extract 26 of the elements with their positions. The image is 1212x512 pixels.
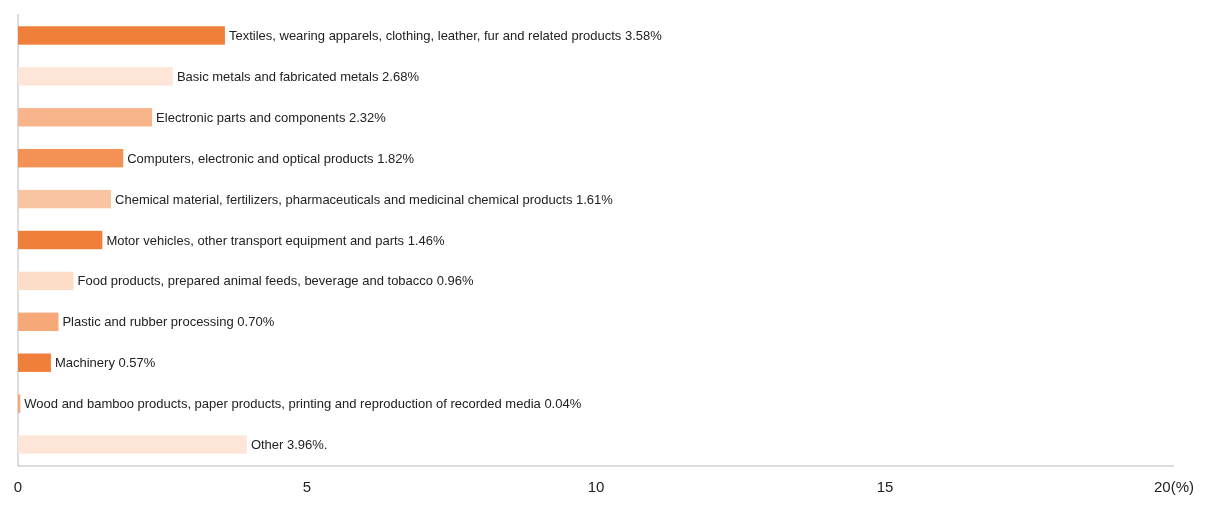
x-tick-label: 15 (876, 478, 894, 495)
y-tick-label: Basic metals and fabricated metals 2.68% (176, 68, 420, 84)
y-tick-label: Textiles, wearing apparels, clothing, leather, fur and related products 3.58% (228, 27, 663, 43)
y-tick-label: Food products, prepared animal feeds, beverage and tobacco 0.96% (77, 273, 474, 289)
y-tick-label: Chemical material, fertilizers, pharmaceuticals and medicinal chemical products 1.61% (115, 191, 614, 207)
bar (18, 353, 51, 372)
bar (18, 148, 124, 168)
bar (18, 189, 112, 209)
y-tick-label: Electronic parts and components 2.32% (156, 109, 387, 125)
y-tick-label: Computers, electronic and optical products 1.82% (127, 150, 415, 166)
bar (18, 108, 153, 127)
y-tick-label: Wood and bamboo products, paper products, printing and reproduction of recorded media 0.04% (24, 396, 582, 412)
bar (18, 67, 173, 86)
x-tick-label: 10 (587, 478, 605, 495)
x-tick-label: 0 (13, 478, 23, 495)
y-tick-label: Machinery 0.57% (54, 355, 156, 371)
y-tick-label: Motor vehicles, other transport equipment and parts 1.46% (106, 232, 446, 248)
bar (18, 435, 247, 454)
bar (18, 271, 74, 291)
y-tick-label: Plastic and rubber processing 0.70% (62, 314, 275, 330)
y-tick-label: Other 3.96%. (250, 437, 328, 453)
x-tick-label: 20(%) (1153, 478, 1195, 495)
x-tick-label: 5 (302, 478, 312, 495)
bar (18, 230, 103, 250)
bar (18, 26, 225, 45)
bar (18, 312, 59, 332)
